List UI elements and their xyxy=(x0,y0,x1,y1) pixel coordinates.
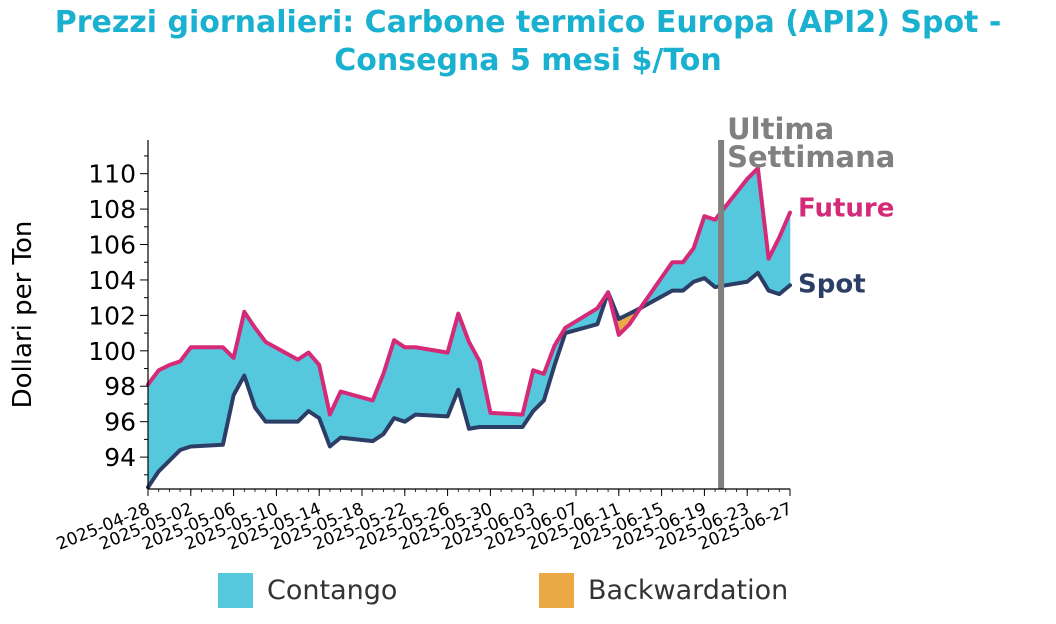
y-tick-label: 104 xyxy=(88,266,136,295)
y-axis-title: Dollari per Ton xyxy=(8,221,38,409)
spread-fill-segment xyxy=(404,346,416,423)
last-week-label-line-2: Settimana xyxy=(727,140,895,174)
y-tick-label: 110 xyxy=(88,160,136,189)
y-tick-label: 106 xyxy=(88,231,136,260)
y-tick-label: 100 xyxy=(88,337,136,366)
chart-title-line-1: Prezzi giornalieri: Carbone termico Euro… xyxy=(54,5,1002,40)
legend-label-contango: Contango xyxy=(267,574,398,606)
spread-fill-segment xyxy=(179,346,192,451)
y-tick-label: 102 xyxy=(88,301,136,330)
spread-fill-segment xyxy=(147,369,159,489)
spread-fill-segment xyxy=(265,341,299,422)
series-label-future: Future xyxy=(798,194,894,224)
spread-fill-segment xyxy=(704,215,716,288)
last-week-label-line-1: Ultima xyxy=(727,112,834,146)
spread-fill-group xyxy=(147,167,791,489)
spread-fill-segment xyxy=(169,361,181,462)
y-axis-ticks: 94 96 98 100 102 104 106 108 110 xyxy=(88,155,148,476)
legend-label-backwardation: Backwardation xyxy=(588,574,789,606)
legend-item-contango: Contango xyxy=(218,570,397,610)
series-label-spot: Spot xyxy=(798,269,866,299)
spread-fill-segment xyxy=(393,339,406,423)
spread-fill-segment xyxy=(158,364,170,473)
y-tick-label: 108 xyxy=(88,195,136,224)
legend-swatch-contango xyxy=(218,572,253,608)
y-tick-label: 96 xyxy=(104,408,136,437)
spread-fill-segment xyxy=(746,167,759,283)
series-line-future xyxy=(146,166,792,417)
x-axis-ticks: 2025-04-282025-05-022025-05-062025-05-10… xyxy=(54,489,795,555)
y-tick-label: 94 xyxy=(104,443,136,472)
legend-item-backwardation: Backwardation xyxy=(539,570,788,610)
chart-title-line-2: Consegna 5 mesi $/Ton xyxy=(334,43,722,78)
legend-swatch-backwardation xyxy=(539,572,574,608)
spread-fill-segment xyxy=(415,346,448,417)
y-tick-label: 98 xyxy=(104,372,136,401)
chart-title: Prezzi giornalieri: Carbone termico Euro… xyxy=(0,4,1056,80)
series-line-spot xyxy=(146,270,792,490)
spread-fill-segment xyxy=(190,346,224,447)
spread-fill-segment xyxy=(671,261,684,291)
